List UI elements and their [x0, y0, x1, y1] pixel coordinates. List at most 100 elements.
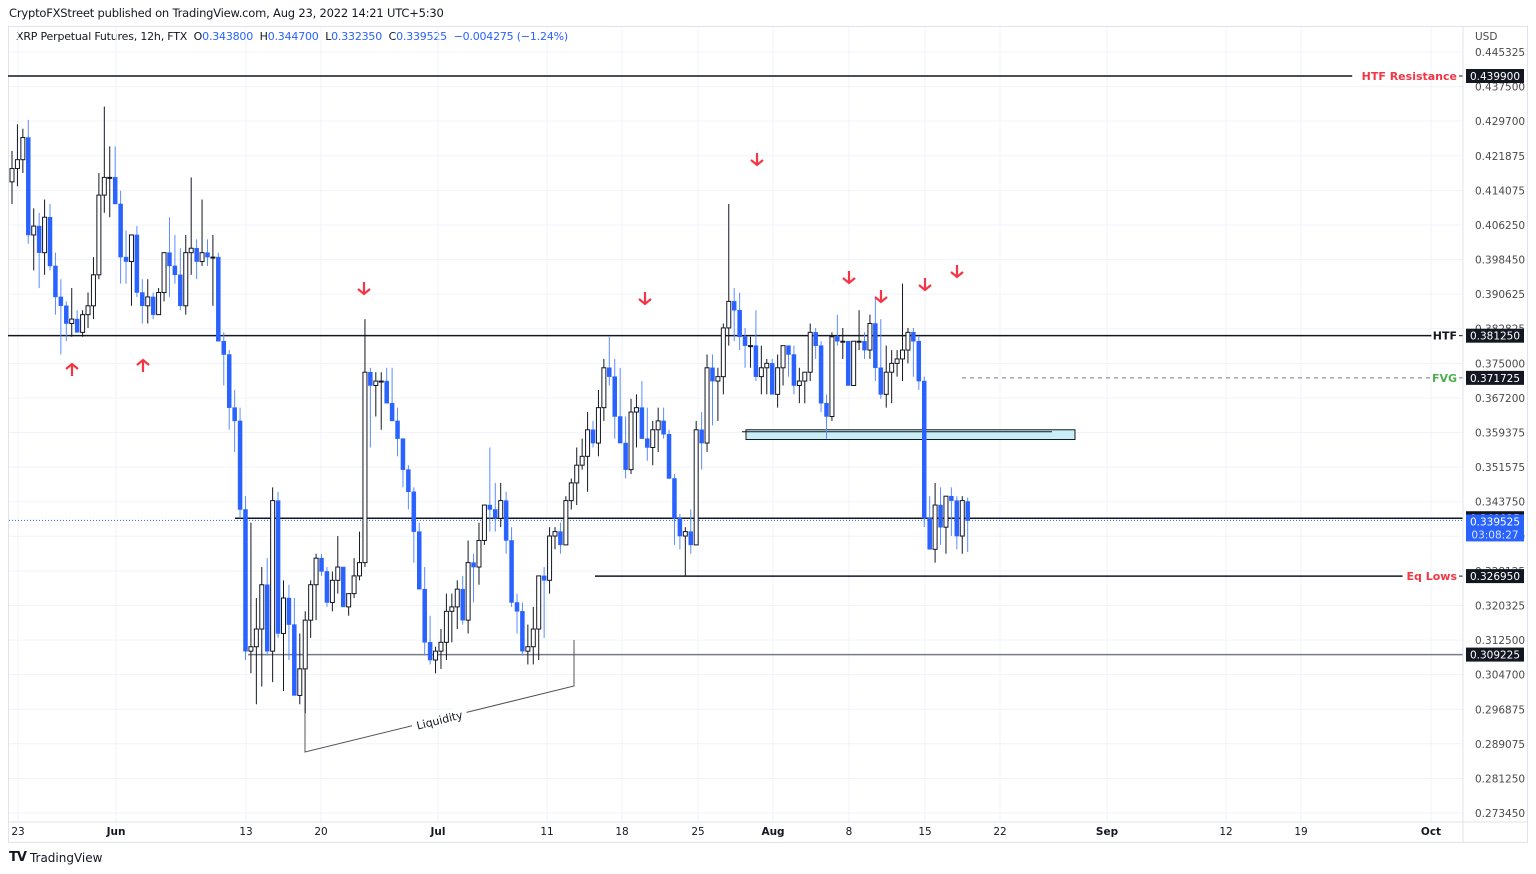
candle-up [536, 575, 542, 630]
candle-up [31, 225, 37, 236]
time-tick-label: 23 [11, 826, 24, 838]
candle-down [878, 367, 884, 395]
candle-up [498, 500, 504, 519]
price-tick-label: 0.281250 [1475, 773, 1525, 785]
candle-down [666, 433, 672, 479]
liquidity-label: Liquidity [415, 708, 464, 732]
candle-up [270, 500, 276, 652]
candle-up [335, 566, 341, 581]
candle-up [682, 531, 688, 537]
candle-up [481, 504, 487, 541]
candle-up [796, 380, 802, 386]
price-axis[interactable]: USD 0.445325 0.437500 0.429700 0.421875 0.414… [1462, 27, 1525, 843]
time-tick-label: Oct [1421, 826, 1441, 838]
candle-up [704, 367, 710, 444]
fvg-box[interactable] [745, 429, 1076, 441]
candle-down [237, 420, 243, 510]
symbol-name: XRP Perpetual Futures, 12h, FTX [16, 30, 188, 43]
candle-up [764, 362, 770, 369]
candle-up [297, 668, 303, 696]
time-tick-label: 8 [846, 826, 853, 838]
candle-up [248, 646, 254, 652]
price-tick-label: 0.414075 [1475, 185, 1525, 197]
candle-up [101, 176, 107, 196]
candle-down [623, 442, 628, 470]
candle-down [677, 518, 683, 537]
candle-up [90, 274, 96, 307]
candle-down [520, 611, 525, 652]
candle-up [20, 137, 26, 161]
arrow-down-icon [638, 292, 652, 306]
candle-up [552, 531, 558, 537]
chart-frame[interactable] [8, 26, 1528, 843]
candle-down [824, 402, 829, 417]
candle-up [889, 362, 895, 373]
candle-down [406, 469, 411, 493]
fvg-zone-box[interactable] [742, 429, 1076, 441]
time-tick-label: 12 [1219, 826, 1232, 838]
candle-down [118, 203, 123, 258]
candle-down [927, 518, 932, 550]
candle-down [845, 340, 851, 386]
candle-up [449, 606, 455, 612]
time-axis[interactable]: 23 Jun 13 20 Jul 11 18 25 Aug 8 15 22 Sep 12 19 Oct [9, 821, 1527, 838]
candle-down [916, 340, 922, 382]
time-tick-label: 20 [314, 826, 327, 838]
tradingview-logo[interactable]: TV TradingView [9, 850, 102, 865]
candle-down [112, 177, 118, 205]
candle-down [319, 557, 324, 572]
level-price-tag [1466, 647, 1524, 662]
candle-up [530, 628, 536, 648]
annotation-arrows [65, 153, 964, 376]
candle-down [954, 500, 960, 537]
candle-up [563, 500, 569, 546]
horizontal-levels[interactable]: HTF Resistance HTF FVG Eq Lows [8, 70, 1463, 656]
candle-up [42, 216, 48, 254]
candle-down [243, 509, 248, 652]
high-label: H [259, 30, 268, 43]
candle-up [905, 331, 911, 351]
candle-down [514, 602, 520, 612]
time-tick-label: Jun [106, 826, 126, 838]
candle-down [167, 252, 172, 267]
candle-up [313, 557, 319, 586]
candle-up [9, 168, 15, 183]
candle-up [145, 296, 151, 307]
candle-down [965, 501, 970, 521]
price-tick-label: 0.312500 [1475, 635, 1525, 647]
candle-up [199, 252, 205, 263]
price-tick-label: 0.359375 [1475, 428, 1525, 440]
candle-down [194, 247, 199, 262]
candle-up [302, 619, 308, 670]
candle-down [471, 562, 476, 568]
candle-down [590, 429, 596, 444]
price-tick-label: 0.437500 [1475, 82, 1525, 94]
candle-up [438, 641, 444, 652]
time-tick-label: 15 [918, 826, 931, 838]
candle-up [693, 429, 699, 546]
candle-up [80, 314, 86, 333]
candle-down [275, 500, 281, 634]
candle-down [710, 367, 715, 382]
low-label: L [325, 30, 332, 43]
time-tick-label: 19 [1294, 826, 1307, 838]
price-tick-label: 0.398450 [1475, 255, 1525, 267]
candle-up [780, 345, 786, 369]
candle-down [216, 256, 221, 342]
time-tick-label: 25 [691, 826, 704, 838]
candle-up [601, 367, 607, 409]
candle-down [503, 500, 509, 541]
candle-down [232, 407, 237, 422]
candle-up [932, 504, 938, 550]
candle-up [96, 194, 102, 276]
candle-up [85, 305, 91, 316]
candle-down [384, 380, 389, 404]
liquidity-label-bg [410, 706, 469, 733]
candle-down [292, 624, 297, 696]
candle-down [938, 504, 943, 528]
level-label: FVG [1432, 372, 1457, 385]
candle-up [357, 562, 363, 577]
candle-down [769, 363, 775, 395]
candle-down [617, 416, 623, 444]
